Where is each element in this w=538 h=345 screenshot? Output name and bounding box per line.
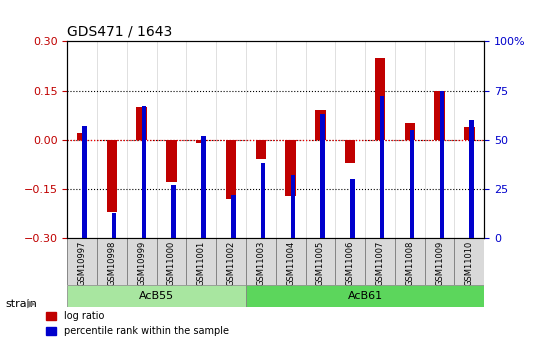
Bar: [440, 91, 444, 238]
Bar: [261, 164, 265, 238]
Bar: [137, 107, 147, 140]
FancyBboxPatch shape: [186, 238, 216, 285]
Bar: [77, 133, 87, 140]
Text: strain: strain: [5, 299, 37, 308]
Bar: [196, 140, 207, 143]
Bar: [345, 140, 356, 163]
Text: GSM11009: GSM11009: [435, 240, 444, 286]
Text: ▶: ▶: [27, 299, 36, 308]
Bar: [405, 124, 415, 140]
FancyBboxPatch shape: [127, 238, 157, 285]
Text: GSM11003: GSM11003: [256, 240, 265, 286]
Bar: [375, 58, 385, 140]
Text: GSM11006: GSM11006: [346, 240, 355, 286]
FancyBboxPatch shape: [157, 238, 186, 285]
Text: GSM11004: GSM11004: [286, 240, 295, 286]
FancyBboxPatch shape: [275, 238, 306, 285]
Text: GSM11008: GSM11008: [405, 240, 414, 286]
Bar: [112, 213, 116, 238]
Bar: [226, 140, 236, 199]
Text: GSM10997: GSM10997: [77, 240, 87, 286]
Text: GSM11010: GSM11010: [465, 240, 474, 286]
FancyBboxPatch shape: [365, 238, 395, 285]
Text: GDS471 / 1643: GDS471 / 1643: [67, 25, 173, 39]
FancyBboxPatch shape: [216, 238, 246, 285]
Text: GSM10998: GSM10998: [108, 240, 116, 286]
Bar: [82, 126, 87, 238]
Text: AcB55: AcB55: [139, 291, 174, 301]
FancyBboxPatch shape: [395, 238, 424, 285]
Text: GSM11007: GSM11007: [376, 240, 385, 286]
Text: GSM10999: GSM10999: [137, 240, 146, 286]
Text: GSM11005: GSM11005: [316, 240, 325, 286]
Bar: [464, 127, 475, 140]
FancyBboxPatch shape: [67, 238, 97, 285]
FancyBboxPatch shape: [246, 238, 275, 285]
Legend: log ratio, percentile rank within the sample: log ratio, percentile rank within the sa…: [43, 307, 233, 340]
Bar: [315, 110, 325, 140]
Bar: [231, 195, 236, 238]
Bar: [141, 106, 146, 238]
Bar: [107, 140, 117, 212]
FancyBboxPatch shape: [455, 238, 484, 285]
Bar: [201, 136, 206, 238]
FancyBboxPatch shape: [97, 238, 127, 285]
FancyBboxPatch shape: [246, 285, 484, 307]
Bar: [434, 91, 445, 140]
FancyBboxPatch shape: [306, 238, 335, 285]
FancyBboxPatch shape: [424, 238, 455, 285]
FancyBboxPatch shape: [67, 285, 246, 307]
Bar: [410, 130, 414, 238]
Bar: [172, 185, 176, 238]
Bar: [291, 175, 295, 238]
Bar: [350, 179, 355, 238]
Text: GSM11000: GSM11000: [167, 240, 176, 286]
Bar: [469, 120, 474, 238]
Bar: [380, 97, 385, 238]
Bar: [256, 140, 266, 159]
Bar: [285, 140, 296, 196]
Bar: [166, 140, 176, 183]
Text: GSM11002: GSM11002: [226, 240, 236, 286]
Text: AcB61: AcB61: [348, 291, 383, 301]
Bar: [321, 114, 325, 238]
FancyBboxPatch shape: [335, 238, 365, 285]
Text: GSM11001: GSM11001: [197, 240, 206, 286]
